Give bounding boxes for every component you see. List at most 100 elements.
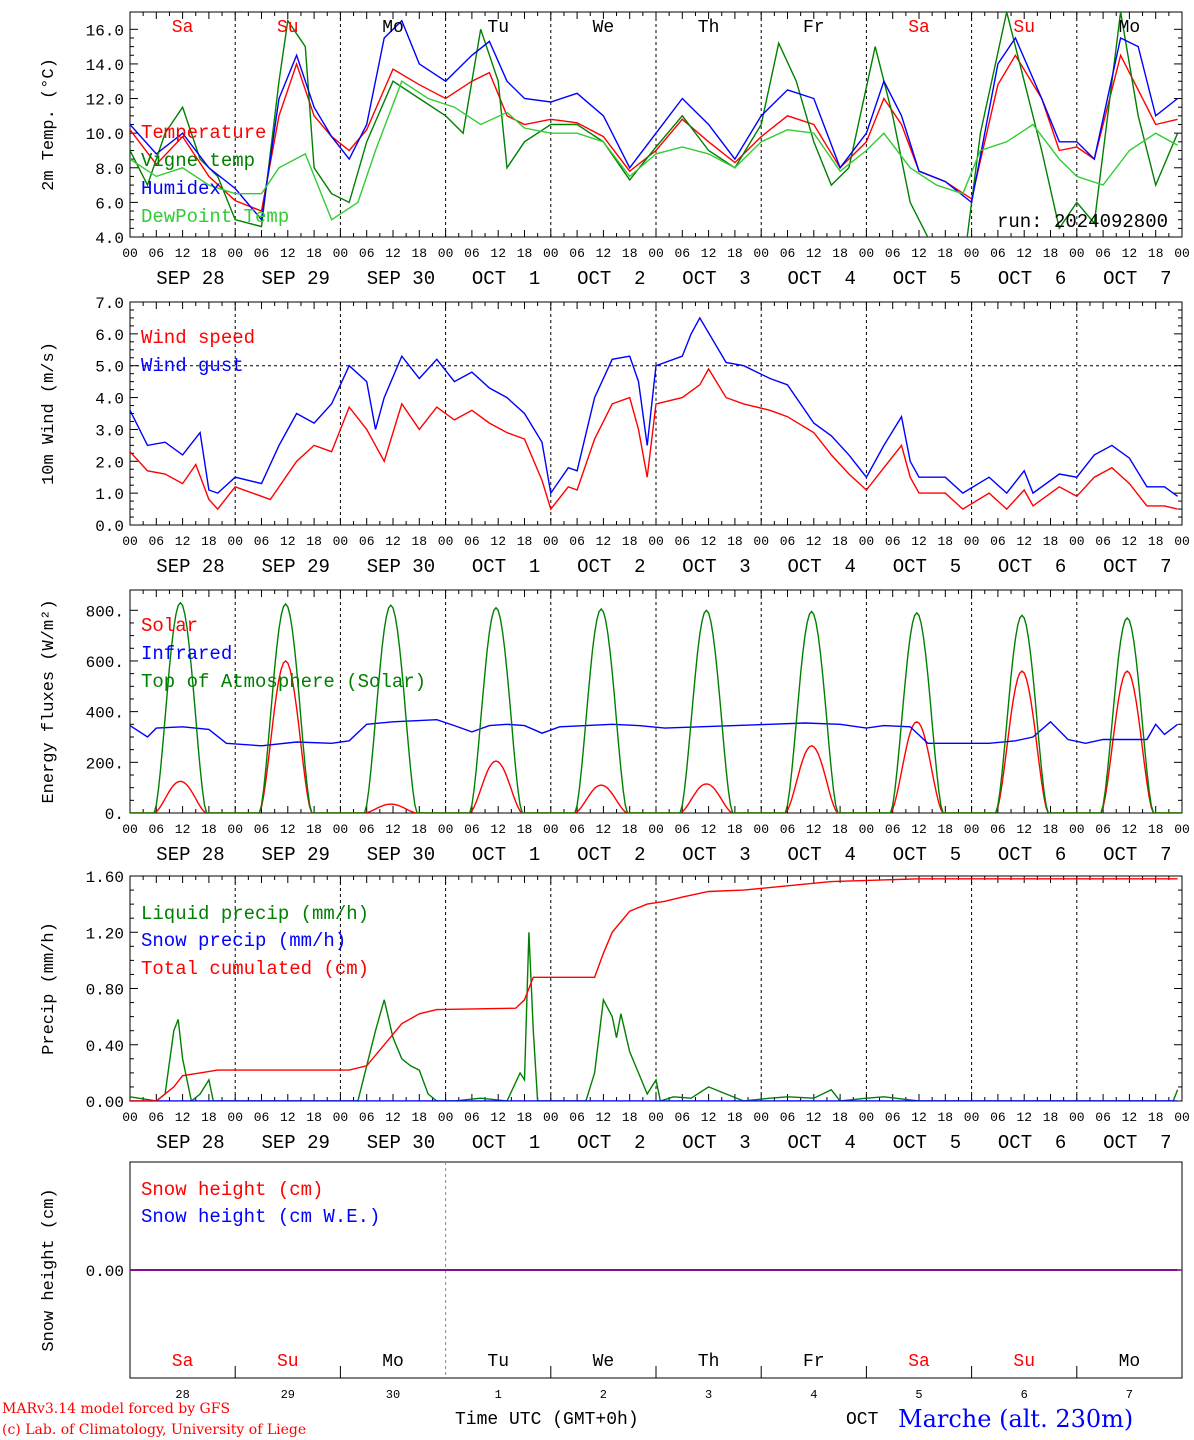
y-tick-label: 14.0 — [86, 57, 124, 75]
day-abbr: Mo — [382, 1352, 404, 1372]
day-abbr: Su — [277, 18, 299, 38]
hour-label: 12 — [596, 822, 612, 837]
day-number: 30 — [386, 1388, 400, 1402]
hour-label: 12 — [280, 246, 296, 261]
hour-label: 12 — [596, 534, 612, 549]
plot-area — [130, 316, 1179, 511]
hour-label: 18 — [411, 822, 427, 837]
hour-label: 00 — [333, 1110, 349, 1125]
hour-label: 12 — [1122, 246, 1138, 261]
hour-label: 00 — [122, 822, 138, 837]
hour-label: 00 — [227, 534, 243, 549]
hour-label: 12 — [490, 1110, 506, 1125]
day-number: 7 — [1126, 1388, 1133, 1402]
hour-label: 06 — [990, 1110, 1006, 1125]
day-abbr: We — [593, 18, 615, 38]
y-axis-label: Energy fluxes (W/m²) — [40, 599, 59, 803]
hour-label: 12 — [175, 246, 191, 261]
hour-label: 00 — [964, 246, 980, 261]
day-abbr: Su — [1013, 1352, 1035, 1372]
hour-label: 00 — [333, 822, 349, 837]
month-label: OCT — [846, 1410, 879, 1430]
hour-label: 00 — [227, 822, 243, 837]
hour-label: 06 — [359, 534, 375, 549]
y-tick-label: 3.0 — [95, 422, 124, 440]
hour-label: 12 — [911, 822, 927, 837]
hour-label: 06 — [990, 534, 1006, 549]
date-label: SEP 28 — [156, 844, 224, 866]
date-label: OCT 3 — [682, 1132, 750, 1154]
hour-label: 06 — [569, 534, 585, 549]
hour-label: 06 — [780, 534, 796, 549]
y-tick-label: 16.0 — [86, 22, 124, 40]
hour-label: 00 — [543, 534, 559, 549]
series-line-top-of-atmosphere-solar- — [130, 601, 1182, 813]
hour-label: 00 — [438, 534, 454, 549]
date-label: OCT 1 — [472, 1132, 540, 1154]
date-label: OCT 6 — [998, 556, 1066, 578]
hour-label: 12 — [175, 822, 191, 837]
hour-label: 12 — [911, 534, 927, 549]
hour-label: 18 — [832, 822, 848, 837]
y-axis-label: Snow height (cm) — [40, 1188, 59, 1351]
hour-label: 06 — [569, 1110, 585, 1125]
day-abbr: Fr — [803, 1352, 825, 1372]
hour-label: 18 — [937, 1110, 953, 1125]
date-label: OCT 6 — [998, 844, 1066, 866]
hour-label: 18 — [727, 1110, 743, 1125]
date-label: OCT 1 — [472, 268, 540, 290]
hour-label: 12 — [1016, 822, 1032, 837]
plot-area — [130, 12, 1179, 237]
hour-label: 12 — [911, 246, 927, 261]
date-label: SEP 29 — [262, 1132, 330, 1154]
date-label: OCT 1 — [472, 844, 540, 866]
day-abbr: Mo — [382, 18, 404, 38]
plot-frame — [129, 301, 1183, 526]
hour-label: 00 — [964, 822, 980, 837]
hour-label: 18 — [937, 822, 953, 837]
hour-label: 18 — [1148, 1110, 1164, 1125]
hour-label: 00 — [1069, 1110, 1085, 1125]
hour-label: 12 — [701, 246, 717, 261]
hour-label: 12 — [1122, 822, 1138, 837]
date-label: SEP 30 — [367, 1132, 435, 1154]
hour-label: 00 — [543, 822, 559, 837]
hour-label: 00 — [648, 534, 664, 549]
legend-entry: Solar — [141, 615, 198, 637]
hour-label: 18 — [832, 1110, 848, 1125]
series-line-liquid-precip-mm-h- — [130, 932, 1179, 1101]
y-tick-label: 12.0 — [86, 92, 124, 110]
day-number: 6 — [1021, 1388, 1028, 1402]
date-label: OCT 5 — [893, 556, 961, 578]
series-line-wind-speed — [130, 367, 1178, 511]
date-label: OCT 7 — [1103, 268, 1171, 290]
date-label: OCT 7 — [1103, 556, 1171, 578]
day-abbr: Sa — [172, 1352, 194, 1372]
hour-label: 00 — [648, 246, 664, 261]
hour-label: 12 — [1016, 1110, 1032, 1125]
legend-entry: Liquid precip (mm/h) — [141, 903, 369, 925]
hour-label: 18 — [517, 246, 533, 261]
day-number: 4 — [810, 1388, 817, 1402]
hour-label: 00 — [333, 534, 349, 549]
hour-label: 00 — [438, 822, 454, 837]
hour-label: 12 — [385, 534, 401, 549]
hour-label: 18 — [411, 534, 427, 549]
panel-2: 0.0 1.0 2.0 3.0 4.0 5.0 6.0 7.0 10m Wind (m/s) 00… — [40, 295, 1190, 578]
day-abbr: Mo — [1119, 18, 1141, 38]
date-label: OCT 7 — [1103, 844, 1171, 866]
hour-label: 00 — [1174, 1110, 1190, 1125]
legend-entry: Wind gust — [141, 355, 244, 377]
run-annotation: run: 2024092800 — [997, 211, 1168, 233]
hour-label: 06 — [885, 534, 901, 549]
legend-entry: Humidex — [141, 178, 221, 200]
hour-label: 00 — [1069, 246, 1085, 261]
day-number: 2 — [600, 1388, 607, 1402]
hour-label: 06 — [359, 822, 375, 837]
hour-label: 06 — [569, 246, 585, 261]
date-label: OCT 3 — [682, 268, 750, 290]
date-label: OCT 2 — [577, 268, 645, 290]
hour-label: 06 — [885, 822, 901, 837]
hour-label: 00 — [964, 1110, 980, 1125]
